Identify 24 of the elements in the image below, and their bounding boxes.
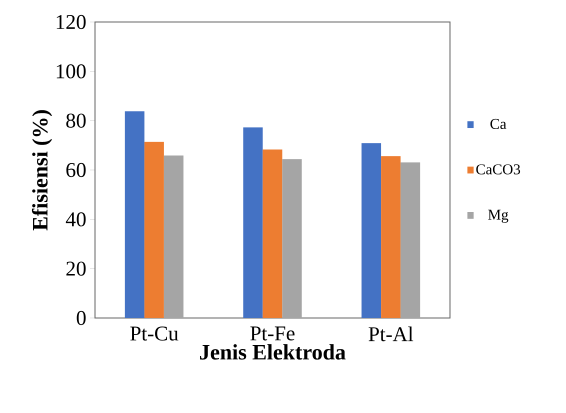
bar	[144, 142, 164, 318]
legend-label: CaCO3	[476, 164, 520, 174]
y-tick-label: 20	[66, 262, 86, 276]
bar	[362, 143, 382, 318]
x-tick-label: Pt-Al	[368, 326, 414, 342]
bar	[282, 159, 302, 318]
y-tick-label: 40	[66, 212, 86, 226]
x-tick-label: Pt-Cu	[130, 326, 178, 341]
y-tick-label: 100	[56, 64, 86, 78]
y-axis-title: Efisiensi (%)	[32, 110, 52, 230]
x-axis-title: Jenis Elektroda	[200, 344, 346, 360]
y-tick-label: 80	[66, 114, 86, 128]
bar	[381, 156, 401, 318]
bar	[124, 111, 144, 318]
legend-label: Mg	[488, 210, 508, 223]
y-tick-label: 0	[76, 310, 86, 326]
y-tick-label: 60	[66, 162, 86, 178]
legend-label: Ca	[490, 118, 506, 129]
y-tick-label: 120	[56, 14, 86, 30]
bar	[400, 162, 420, 318]
bar	[164, 155, 184, 318]
x-tick-label: Pt-Fe	[250, 326, 295, 340]
bar	[243, 127, 263, 318]
bar	[262, 150, 282, 318]
